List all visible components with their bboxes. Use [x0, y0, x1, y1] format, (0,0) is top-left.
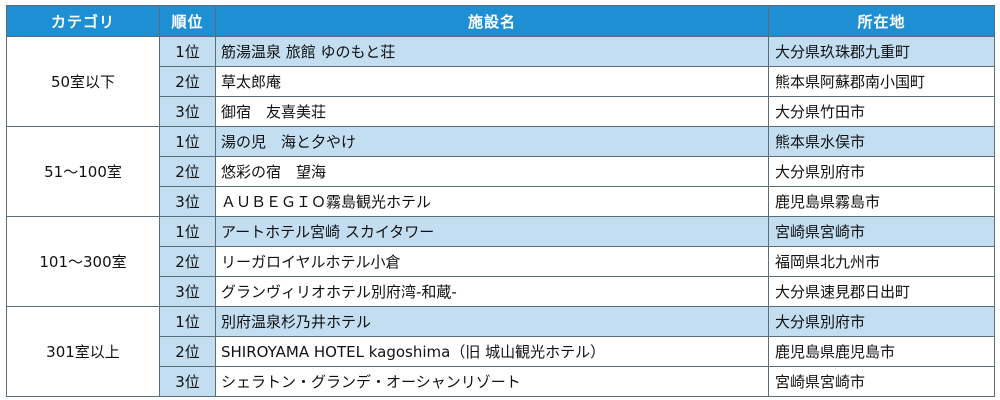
location-cell: 鹿児島県鹿児島市 — [768, 336, 995, 367]
rank-cell: 2位 — [159, 66, 216, 97]
rank-cell: 2位 — [159, 156, 216, 187]
table-row: 3位 ＡＵＢＥＧＩＯ霧島観光ホテル 鹿児島県霧島市 — [7, 186, 995, 217]
rank-cell: 2位 — [159, 246, 216, 277]
rank-cell: 1位 — [159, 216, 216, 247]
category-cell: 51～100室 — [6, 126, 160, 217]
header-rank: 順位 — [159, 5, 216, 37]
location-cell: 大分県別府市 — [768, 306, 995, 337]
rank-cell: 3位 — [159, 366, 216, 397]
table-row: 50室以下 1位 筋湯温泉 旅館 ゆのもと荘 大分県玖珠郡九重町 — [6, 36, 995, 127]
category-cell: 101～300室 — [6, 216, 160, 307]
facility-name-cell: 草太郎庵 — [215, 66, 769, 97]
table-row: 2位 SHIROYAMA HOTEL kagoshima（旧 城山観光ホテル） … — [7, 336, 995, 367]
rank-cell: 3位 — [159, 96, 216, 127]
location-cell: 大分県玖珠郡九重町 — [768, 36, 995, 67]
location-cell: 鹿児島県霧島市 — [768, 186, 995, 217]
rank-cell: 1位 — [159, 36, 216, 67]
facility-name-cell: 湯の児 海と夕やけ — [215, 126, 769, 157]
ranking-table-container: カテゴリ 順位 施設名 所在地 50室以下 1位 筋湯温泉 旅館 ゆのもと荘 大… — [6, 5, 995, 397]
rank-cell: 1位 — [159, 306, 216, 337]
header-category: カテゴリ — [6, 5, 160, 37]
table-row: 301室以上 1位 別府温泉杉乃井ホテル 大分県別府市 — [6, 306, 995, 397]
table-row: 3位 御宿 友喜美荘 大分県竹田市 — [7, 96, 995, 127]
header-location: 所在地 — [768, 5, 995, 37]
rank-cell: 3位 — [159, 276, 216, 307]
facility-name-cell: リーガロイヤルホテル小倉 — [215, 246, 769, 277]
header-facility: 施設名 — [215, 5, 769, 37]
facility-name-cell: 御宿 友喜美荘 — [215, 96, 769, 127]
facility-name-cell: 筋湯温泉 旅館 ゆのもと荘 — [215, 36, 769, 67]
rank-cell: 3位 — [159, 186, 216, 217]
table-row: 2位 草太郎庵 熊本県阿蘇郡南小国町 — [7, 66, 995, 97]
location-cell: 大分県別府市 — [768, 156, 995, 187]
location-cell: 福岡県北九州市 — [768, 246, 995, 277]
location-cell: 熊本県水俣市 — [768, 126, 995, 157]
table-row: 51～100室 1位 湯の児 海と夕やけ 熊本県水俣市 — [6, 126, 995, 217]
location-cell: 宮崎県宮崎市 — [768, 366, 995, 397]
table-row: 2位 リーガロイヤルホテル小倉 福岡県北九州市 — [7, 246, 995, 277]
rank-cell: 2位 — [159, 336, 216, 367]
table-row: 2位 悠彩の宿 望海 大分県別府市 — [7, 156, 995, 187]
category-cell: 301室以上 — [6, 306, 160, 397]
facility-name-cell: 別府温泉杉乃井ホテル — [215, 306, 769, 337]
category-cell: 50室以下 — [6, 36, 160, 127]
location-cell: 宮崎県宮崎市 — [768, 216, 995, 247]
ranking-table: カテゴリ 順位 施設名 所在地 50室以下 1位 筋湯温泉 旅館 ゆのもと荘 大… — [6, 5, 995, 397]
header-row: カテゴリ 順位 施設名 所在地 — [6, 5, 995, 37]
table-row: 101～300室 1位 アートホテル宮崎 スカイタワー 宮崎県宮崎市 — [6, 216, 995, 307]
facility-name-cell: 悠彩の宿 望海 — [215, 156, 769, 187]
facility-name-cell: グランヴィリオホテル別府湾-和蔵- — [215, 276, 769, 307]
facility-name-cell: アートホテル宮崎 スカイタワー — [215, 216, 769, 247]
location-cell: 大分県竹田市 — [768, 96, 995, 127]
facility-name-cell: ＡＵＢＥＧＩＯ霧島観光ホテル — [215, 186, 769, 217]
table-row: 3位 シェラトン・グランデ・オーシャンリゾート 宮崎県宮崎市 — [7, 366, 995, 397]
facility-name-cell: シェラトン・グランデ・オーシャンリゾート — [215, 366, 769, 397]
location-cell: 熊本県阿蘇郡南小国町 — [768, 66, 995, 97]
location-cell: 大分県速見郡日出町 — [768, 276, 995, 307]
facility-name-cell: SHIROYAMA HOTEL kagoshima（旧 城山観光ホテル） — [215, 336, 769, 367]
rank-cell: 1位 — [159, 126, 216, 157]
